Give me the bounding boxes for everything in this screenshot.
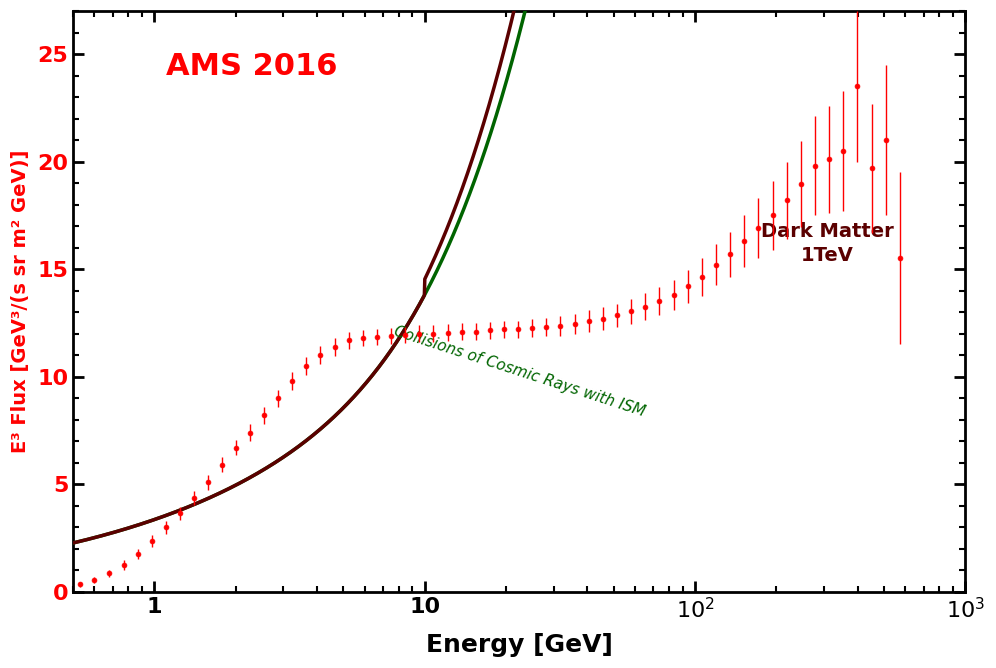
Text: AMS 2016: AMS 2016: [165, 51, 338, 81]
Y-axis label: E³ Flux [GeV³/(s sr m² GeV)]: E³ Flux [GeV³/(s sr m² GeV)]: [11, 150, 30, 453]
Text: Collisions of Cosmic Rays with ISM: Collisions of Cosmic Rays with ISM: [391, 323, 646, 419]
X-axis label: Energy [GeV]: Energy [GeV]: [425, 633, 613, 657]
Text: Dark Matter
1TeV: Dark Matter 1TeV: [761, 222, 893, 265]
